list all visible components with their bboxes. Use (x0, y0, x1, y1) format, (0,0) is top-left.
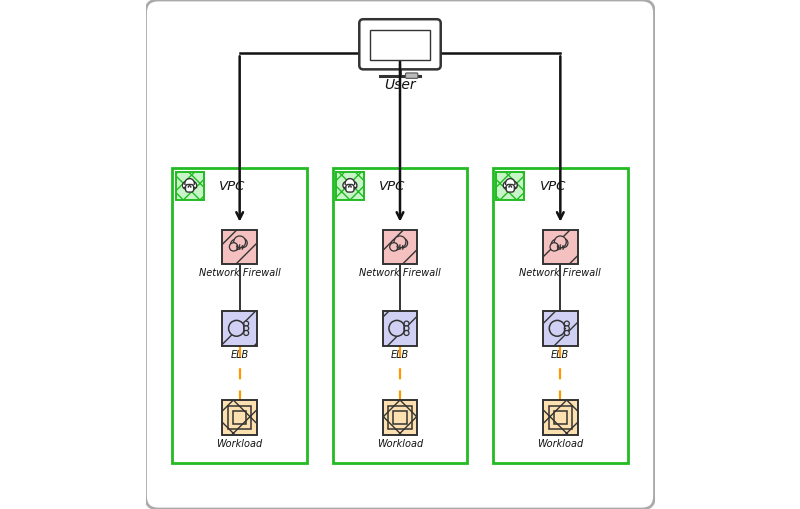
Text: Network Firewall: Network Firewall (519, 268, 602, 278)
Circle shape (503, 181, 511, 189)
Circle shape (234, 236, 246, 248)
FancyBboxPatch shape (186, 184, 194, 192)
Circle shape (506, 179, 515, 188)
Circle shape (398, 239, 408, 247)
Circle shape (244, 326, 249, 331)
Circle shape (550, 243, 558, 251)
FancyBboxPatch shape (506, 184, 514, 192)
Circle shape (238, 239, 247, 247)
FancyBboxPatch shape (543, 400, 578, 435)
Circle shape (394, 236, 406, 248)
Circle shape (345, 179, 354, 188)
Text: Workload: Workload (217, 439, 262, 449)
Text: Network Firewall: Network Firewall (198, 268, 281, 278)
Circle shape (554, 236, 566, 248)
FancyBboxPatch shape (336, 172, 364, 200)
Circle shape (550, 320, 565, 336)
Circle shape (564, 321, 570, 326)
Text: ELB: ELB (391, 350, 409, 360)
Text: Network Firewall: Network Firewall (359, 268, 441, 278)
Circle shape (244, 321, 249, 326)
FancyBboxPatch shape (344, 185, 356, 187)
Circle shape (404, 330, 409, 335)
Text: VPC: VPC (219, 180, 246, 193)
FancyBboxPatch shape (222, 311, 257, 346)
FancyBboxPatch shape (504, 185, 517, 187)
Circle shape (230, 239, 241, 250)
Circle shape (230, 243, 238, 251)
Circle shape (510, 181, 518, 189)
Text: ELB: ELB (551, 350, 570, 360)
Text: VPC: VPC (540, 180, 566, 193)
FancyBboxPatch shape (359, 19, 441, 69)
Circle shape (185, 179, 194, 188)
Circle shape (551, 239, 562, 250)
Circle shape (564, 330, 570, 335)
Circle shape (559, 239, 568, 247)
FancyBboxPatch shape (146, 0, 654, 509)
Circle shape (182, 181, 190, 189)
FancyBboxPatch shape (382, 311, 418, 346)
FancyBboxPatch shape (346, 184, 354, 192)
Text: Workload: Workload (538, 439, 583, 449)
FancyBboxPatch shape (406, 73, 418, 78)
Text: ELB: ELB (230, 350, 249, 360)
Circle shape (244, 330, 249, 335)
FancyBboxPatch shape (543, 311, 578, 346)
FancyBboxPatch shape (496, 172, 524, 200)
FancyBboxPatch shape (175, 172, 203, 200)
FancyBboxPatch shape (222, 230, 257, 264)
Circle shape (343, 181, 350, 189)
Text: User: User (384, 78, 416, 93)
FancyBboxPatch shape (222, 400, 257, 435)
Circle shape (404, 321, 409, 326)
Circle shape (189, 181, 197, 189)
Circle shape (349, 181, 357, 189)
Circle shape (404, 326, 409, 331)
FancyBboxPatch shape (183, 185, 196, 187)
Text: Workload: Workload (377, 439, 423, 449)
FancyBboxPatch shape (543, 230, 578, 264)
Text: VPC: VPC (379, 180, 406, 193)
Circle shape (564, 326, 570, 331)
FancyBboxPatch shape (382, 400, 418, 435)
FancyBboxPatch shape (370, 31, 430, 60)
Circle shape (229, 320, 245, 336)
Circle shape (390, 243, 398, 251)
FancyBboxPatch shape (382, 230, 418, 264)
Circle shape (391, 239, 402, 250)
Circle shape (389, 320, 405, 336)
